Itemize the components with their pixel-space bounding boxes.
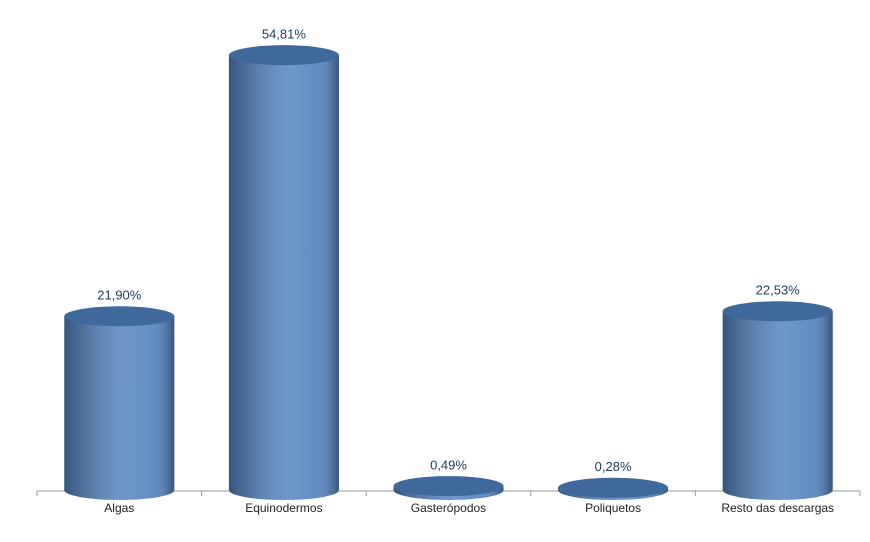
data-label: 0,28%	[595, 459, 632, 474]
cylinder-top	[228, 45, 339, 66]
data-label: 54,81%	[262, 27, 307, 42]
x-tick-label: Gasterópodos	[411, 501, 486, 515]
cylinder-top	[393, 476, 504, 497]
cylinder-top	[64, 306, 175, 327]
x-tick-label: Resto das descargas	[721, 501, 834, 515]
x-tick-label: Poliquetos	[585, 501, 641, 515]
cylinder-top-shade	[558, 477, 669, 498]
x-tick-label: Equinodermos	[245, 501, 322, 515]
cylinder-top	[558, 477, 669, 498]
cylinder-shading	[64, 316, 175, 500]
cylinder-top-shade	[228, 45, 339, 66]
cylinder-top-shade	[64, 306, 175, 327]
cylinder-top-shade	[393, 476, 504, 497]
data-label: 21,90%	[97, 288, 142, 303]
cylinder-shading	[228, 55, 339, 500]
data-label: 0,49%	[430, 458, 467, 473]
cylinder-top	[722, 301, 833, 322]
data-label: 22,53%	[756, 283, 801, 298]
cylinder-shading	[722, 311, 833, 500]
x-tick-label: Algas	[104, 501, 134, 515]
cylinder-top-shade	[722, 301, 833, 322]
